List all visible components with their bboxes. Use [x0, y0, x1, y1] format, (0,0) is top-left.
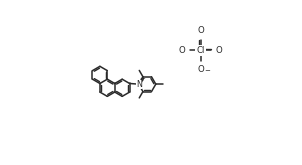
Text: O: O	[179, 46, 186, 55]
Text: +: +	[139, 76, 145, 82]
Text: O: O	[197, 26, 204, 35]
Text: N: N	[136, 80, 142, 89]
Text: −: −	[204, 68, 210, 74]
Text: O: O	[197, 65, 204, 74]
Text: Cl: Cl	[196, 46, 205, 55]
Text: O: O	[215, 46, 222, 55]
